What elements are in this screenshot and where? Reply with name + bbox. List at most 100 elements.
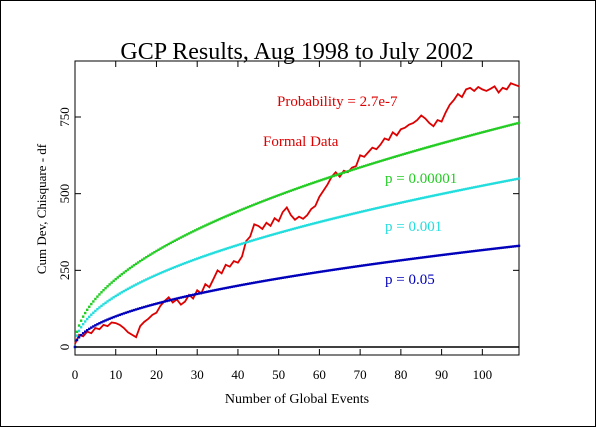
series-point — [358, 166, 362, 169]
series-point — [442, 253, 445, 257]
series-point — [216, 288, 219, 291]
series-point — [326, 269, 329, 272]
series-point — [177, 264, 181, 267]
series-point — [289, 189, 293, 192]
series-point — [379, 159, 382, 163]
series-point — [175, 238, 179, 241]
series-point — [436, 254, 439, 257]
series-point — [356, 265, 360, 268]
series-point — [395, 155, 398, 158]
series-point — [499, 180, 502, 184]
series-point — [210, 252, 213, 255]
series-point — [511, 123, 515, 126]
series-point — [330, 175, 333, 178]
series-point — [365, 164, 368, 167]
series-point — [424, 146, 427, 150]
series-point — [108, 317, 111, 320]
series-point — [136, 307, 140, 311]
x-tick-label: 80 — [394, 367, 407, 382]
series-point — [466, 250, 470, 254]
series-point — [426, 146, 429, 149]
series-point — [281, 230, 284, 234]
series-point — [165, 243, 168, 247]
series-point — [181, 262, 185, 266]
series-point — [218, 288, 221, 291]
series-point — [517, 121, 521, 125]
series-point — [312, 222, 315, 225]
series-point — [130, 285, 134, 288]
series-point — [352, 212, 356, 215]
series-point — [141, 306, 144, 309]
series-point — [128, 310, 132, 313]
series-point — [224, 215, 227, 218]
series-point — [418, 148, 421, 151]
series-point — [379, 261, 382, 265]
series-point — [509, 123, 513, 127]
series-point — [230, 212, 234, 216]
series-point — [316, 180, 319, 183]
series-point — [403, 258, 407, 261]
series-point — [226, 286, 229, 289]
series-point — [265, 198, 268, 202]
series-point — [505, 246, 508, 249]
series-point — [407, 258, 411, 261]
series-point — [90, 326, 93, 329]
series-point — [513, 122, 517, 126]
y-tick-label: 250 — [57, 261, 72, 281]
series-point — [204, 290, 207, 294]
series-point — [132, 284, 136, 287]
series-point — [151, 303, 154, 306]
series-point — [318, 270, 321, 274]
series-point — [169, 267, 172, 271]
series-point — [413, 149, 417, 153]
series-point — [363, 164, 366, 168]
series-point — [130, 309, 134, 312]
series-point — [369, 208, 372, 211]
series-point — [475, 132, 478, 136]
series-point — [487, 183, 490, 186]
series-point — [389, 260, 392, 263]
series-point — [407, 151, 411, 154]
series-point — [418, 256, 421, 260]
series-point — [230, 285, 234, 289]
series-point — [155, 249, 158, 253]
series-point — [132, 264, 136, 267]
series-point — [393, 155, 396, 159]
series-point — [334, 174, 337, 177]
series-point — [350, 168, 354, 172]
series-point — [515, 244, 519, 248]
x-tick-label: 60 — [313, 367, 326, 382]
series-point — [411, 150, 415, 153]
series-point — [79, 319, 83, 322]
series-point — [426, 195, 429, 199]
series-point — [462, 136, 466, 139]
series-point — [271, 233, 274, 236]
series-point — [204, 224, 207, 227]
series-point — [200, 255, 203, 259]
series-point — [495, 181, 498, 185]
series-point — [483, 130, 486, 133]
series-point — [479, 249, 482, 252]
series-point — [238, 284, 242, 287]
series-point — [399, 153, 403, 157]
series-point — [495, 127, 498, 130]
series-point — [428, 195, 431, 198]
x-tick-label: 100 — [473, 367, 493, 382]
series-point — [163, 270, 166, 273]
series-point — [503, 180, 506, 183]
series-point — [171, 298, 174, 301]
series-point — [100, 304, 103, 308]
series-point — [358, 264, 362, 268]
series-point — [316, 221, 319, 224]
series-point — [462, 188, 466, 191]
series-point — [456, 251, 460, 255]
series-point — [287, 228, 291, 232]
series-point — [389, 156, 392, 160]
series-point — [466, 134, 470, 138]
series-point — [149, 276, 152, 279]
series-point — [75, 334, 79, 337]
series-point — [464, 187, 468, 191]
series-point — [497, 181, 500, 184]
series-point — [147, 304, 150, 308]
series-point — [509, 178, 513, 182]
